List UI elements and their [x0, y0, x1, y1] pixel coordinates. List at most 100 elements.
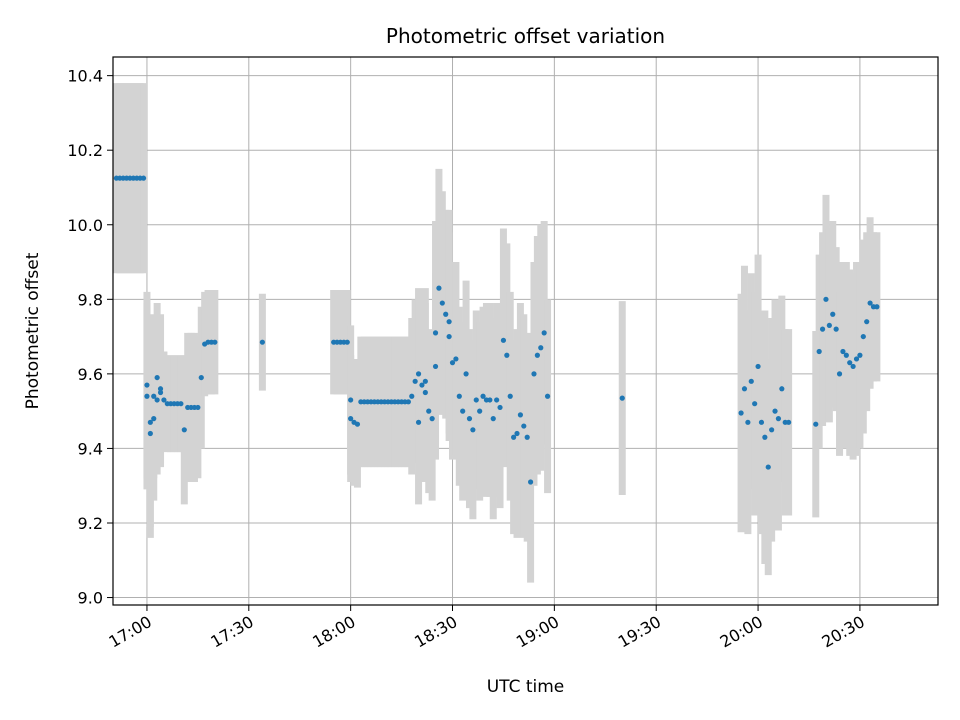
data-point — [181, 427, 187, 433]
data-point — [144, 393, 150, 399]
data-point — [534, 352, 540, 358]
data-point — [412, 378, 418, 384]
data-point — [544, 393, 551, 399]
data-point — [422, 389, 428, 396]
x-axis-title: UTC time — [487, 677, 565, 697]
data-point — [490, 416, 496, 422]
data-point — [436, 285, 442, 291]
data-point — [507, 393, 513, 399]
data-point — [816, 348, 822, 355]
data-point — [779, 386, 785, 392]
data-point — [531, 371, 537, 377]
data-point — [836, 371, 843, 377]
data-point — [212, 339, 218, 345]
data-point — [786, 419, 792, 425]
data-point — [745, 419, 751, 425]
data-point — [772, 408, 778, 414]
data-point — [354, 421, 361, 427]
x-tick-label: 18:30 — [411, 612, 460, 652]
y-axis-title: Photometric offset — [23, 252, 43, 409]
data-point — [348, 397, 354, 403]
data-point — [198, 374, 204, 381]
x-tick-label: 17:30 — [207, 612, 256, 652]
data-point — [765, 464, 771, 470]
data-point — [151, 393, 157, 399]
y-tick-label: 9.4 — [78, 439, 103, 458]
data-point — [161, 397, 167, 403]
data-point — [758, 419, 765, 425]
x-tick-label: 20:30 — [818, 612, 867, 652]
data-point — [463, 371, 469, 377]
data-point — [157, 386, 164, 392]
data-point — [819, 326, 826, 332]
data-point — [449, 360, 456, 366]
data-point — [432, 330, 439, 336]
data-point — [504, 352, 510, 358]
data-point — [497, 404, 503, 411]
data-point — [860, 333, 866, 340]
data-point — [738, 410, 744, 416]
x-tick-label: 17:00 — [106, 612, 155, 652]
data-point — [538, 345, 544, 351]
data-point — [823, 296, 829, 302]
data-point — [762, 434, 768, 440]
y-tick-label: 9.2 — [78, 514, 103, 533]
data-point — [154, 397, 160, 403]
data-point — [429, 416, 435, 422]
data-point — [853, 356, 860, 362]
plot-frame — [112, 56, 939, 606]
data-point — [752, 401, 758, 407]
data-point — [840, 348, 846, 355]
data-point — [415, 419, 422, 425]
data-point — [157, 389, 164, 396]
data-point — [446, 319, 452, 325]
data-point — [521, 423, 527, 429]
data-point — [344, 339, 350, 345]
data-point — [748, 378, 754, 384]
data-point — [524, 434, 530, 440]
data-point — [487, 397, 493, 403]
data-point — [850, 363, 856, 370]
data-point — [422, 378, 428, 384]
data-point — [741, 386, 748, 392]
x-tick-label: 20:00 — [717, 612, 766, 652]
data-point — [419, 382, 425, 388]
data-point — [259, 339, 265, 345]
data-point — [494, 397, 500, 403]
data-point — [857, 352, 863, 358]
data-point — [813, 421, 819, 427]
data-point — [843, 352, 849, 358]
data-point — [514, 430, 520, 437]
data-point — [195, 404, 201, 411]
x-tick-label: 19:30 — [615, 612, 664, 652]
y-tick-label: 9.6 — [78, 365, 103, 384]
data-point — [432, 363, 439, 370]
grid-lines — [113, 57, 938, 605]
data-point — [847, 360, 853, 366]
data-point — [500, 337, 507, 343]
data-point — [151, 416, 157, 422]
chart-title: Photometric offset variation — [386, 24, 665, 48]
error-bars — [112, 83, 881, 583]
data-point — [541, 330, 547, 336]
data-point — [477, 408, 483, 414]
data-point — [415, 371, 422, 377]
data-point — [511, 434, 517, 440]
y-tick-label: 10.4 — [67, 67, 103, 86]
data-point — [867, 300, 873, 306]
y-tick-label: 10.0 — [67, 216, 103, 235]
data-point — [409, 393, 415, 399]
data-point — [348, 416, 354, 422]
data-point — [456, 393, 462, 399]
data-point — [439, 300, 445, 306]
data-point — [460, 408, 466, 414]
data-point — [755, 363, 761, 370]
data-point — [833, 326, 839, 332]
data-point — [178, 401, 184, 407]
data-point — [619, 395, 625, 401]
x-tick-label: 19:00 — [513, 612, 562, 652]
data-point — [453, 356, 459, 362]
x-tick-label: 18:00 — [309, 612, 358, 652]
data-point — [154, 374, 160, 381]
y-tick-label: 9.8 — [78, 290, 103, 309]
